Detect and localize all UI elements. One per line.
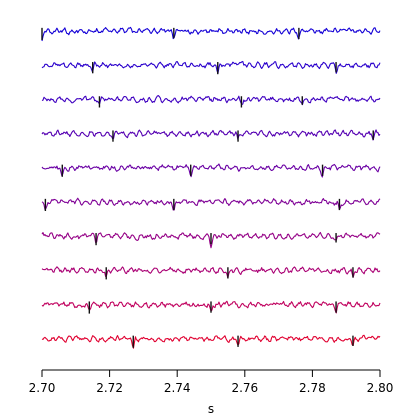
x-axis: 2.70 2.72 2.74 2.76 2.78 2.80	[29, 369, 394, 395]
trace-line-6	[41, 197, 381, 211]
x-tick-label-3: 2.74	[164, 381, 191, 395]
x-tick-label-5: 2.78	[299, 381, 326, 395]
trace-line-7	[41, 231, 381, 249]
trace-line-4	[41, 129, 381, 141]
trace-line-2	[41, 60, 381, 75]
x-ticks: 2.70 2.72 2.74 2.76 2.78 2.80	[29, 370, 394, 395]
trace-line-1	[41, 26, 381, 42]
x-tick-label-1: 2.70	[29, 381, 56, 395]
x-tick-label-2: 2.72	[96, 381, 123, 395]
x-tick-label-4: 2.76	[231, 381, 258, 395]
trace-line-5	[41, 163, 381, 178]
x-axis-title: s	[208, 402, 214, 416]
trace-line-10	[41, 334, 381, 349]
trace-group	[41, 26, 381, 349]
trace-line-8	[41, 266, 381, 279]
x-tick-label-6: 2.80	[367, 381, 394, 395]
trace-line-3	[41, 95, 381, 106]
